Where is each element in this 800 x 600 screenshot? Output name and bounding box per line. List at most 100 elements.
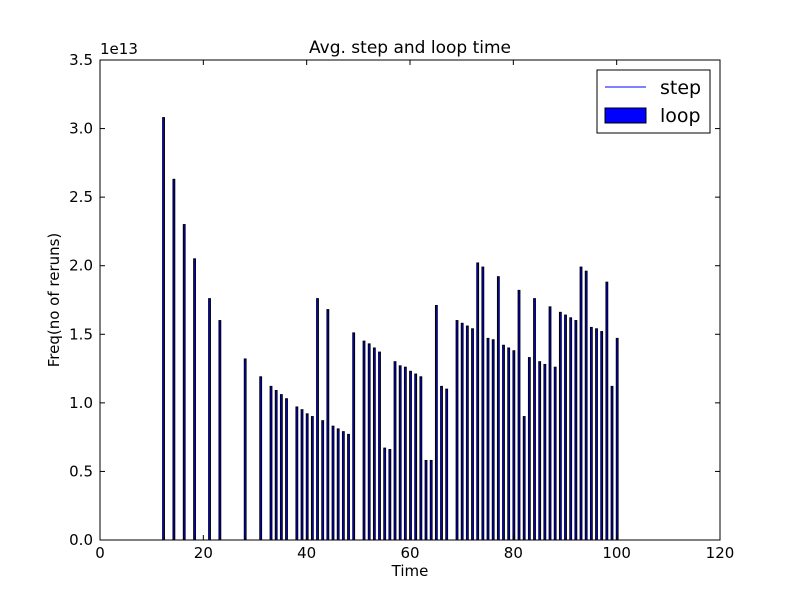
bar-loop-12 xyxy=(295,406,299,541)
bar-loop-8 xyxy=(269,385,273,541)
bar-loop-5 xyxy=(218,320,222,541)
bar-loop-36 xyxy=(424,459,428,541)
bar-loop-57 xyxy=(538,361,542,541)
bar-loop-72 xyxy=(615,337,619,541)
x-axis-label: Time xyxy=(391,562,429,580)
bar-loop-14 xyxy=(305,413,309,541)
bar-loop-42 xyxy=(460,322,464,541)
bar-loop-66 xyxy=(584,270,588,541)
x-tick-label-1: 20 xyxy=(194,544,213,562)
bar-loop-35 xyxy=(419,376,423,541)
bar-loop-61 xyxy=(558,311,562,541)
bar-loop-0 xyxy=(162,117,165,541)
bar-loop-20 xyxy=(336,428,340,541)
y-tick-label-5: 2.5 xyxy=(69,188,93,206)
bar-loop-60 xyxy=(553,366,557,541)
bar-loop-18 xyxy=(326,309,330,541)
bar-loop-62 xyxy=(564,314,567,541)
bar-loop-39 xyxy=(440,385,443,541)
y-tick-label-3: 1.5 xyxy=(69,325,93,343)
bar-loop-16 xyxy=(316,298,319,541)
y-tick-label-6: 3.0 xyxy=(69,120,93,138)
bar-loop-1 xyxy=(172,178,176,541)
bar-loop-63 xyxy=(569,317,573,541)
bar-loop-43 xyxy=(465,325,469,541)
bar-loop-30 xyxy=(393,361,397,541)
bar-loop-17 xyxy=(321,420,325,541)
bar-loop-23 xyxy=(352,332,356,541)
bar-loop-71 xyxy=(610,385,614,541)
bar-loop-31 xyxy=(398,365,402,541)
y-tick-label-4: 2.0 xyxy=(69,257,93,275)
bar-loop-11 xyxy=(285,398,288,541)
x-tick-label-3: 60 xyxy=(400,544,419,562)
bar-loop-44 xyxy=(471,328,474,541)
y-axis-label: Freq(no of reruns) xyxy=(45,233,63,368)
bar-loop-67 xyxy=(589,326,593,541)
bar-loop-53 xyxy=(517,289,521,541)
series-layer xyxy=(105,117,619,541)
bar-loop-28 xyxy=(383,447,387,541)
y-tick-label-2: 1.0 xyxy=(69,394,93,412)
x-tick-label-6: 120 xyxy=(706,544,735,562)
bar-loop-45 xyxy=(476,262,480,541)
bar-loop-22 xyxy=(347,433,350,541)
x-tick-label-4: 80 xyxy=(504,544,523,562)
bar-loop-56 xyxy=(533,298,536,541)
bar-loop-37 xyxy=(429,459,433,541)
y-tick-label-0: 0.0 xyxy=(69,531,93,549)
legend-step-label: step xyxy=(660,77,701,99)
tick-layer: 0 20 40 60 80 100 120 0.0 0.5 1.0 1.5 2.0 2.5 3.0 3.5 xyxy=(69,51,734,562)
bar-loop-59 xyxy=(548,306,552,541)
bar-loop-19 xyxy=(331,425,335,541)
bar-loop-55 xyxy=(527,357,531,541)
y-tick-label-1: 0.5 xyxy=(69,462,93,480)
bar-loop-40 xyxy=(445,388,449,541)
bar-loop-41 xyxy=(455,320,459,541)
bar-loop-49 xyxy=(496,276,500,541)
bar-loop-50 xyxy=(502,344,505,541)
bar-loop-38 xyxy=(434,304,438,541)
x-tick-label-5: 100 xyxy=(602,544,631,562)
bar-loop-33 xyxy=(409,370,412,541)
bar-loop-25 xyxy=(367,343,371,541)
bar-loop-9 xyxy=(274,390,278,541)
bar-loop-58 xyxy=(543,363,547,541)
bar-loop-15 xyxy=(310,416,314,541)
bar-loop-10 xyxy=(279,394,283,541)
bar-loop-32 xyxy=(403,366,407,541)
x-tick-label-2: 40 xyxy=(297,544,316,562)
bar-loop-2 xyxy=(182,224,186,541)
chart-title: Avg. step and loop time xyxy=(309,38,511,58)
x-tick-label-0: 0 xyxy=(95,544,105,562)
bar-loop-3 xyxy=(193,258,196,541)
legend-loop-swatch xyxy=(604,107,647,124)
bar-loop-64 xyxy=(574,320,578,541)
bar-loop-68 xyxy=(595,328,598,541)
bar-loop-29 xyxy=(388,448,392,541)
bar-loop-7 xyxy=(259,376,263,541)
bar-loop-26 xyxy=(372,347,376,541)
bar-loop-34 xyxy=(414,373,418,541)
bar-loop-51 xyxy=(507,347,511,541)
legend: step loop xyxy=(596,69,711,134)
bar-loop-54 xyxy=(522,416,526,541)
bar-loop-13 xyxy=(300,409,304,541)
y-tick-label-7: 3.5 xyxy=(69,51,93,69)
bar-loop-48 xyxy=(491,339,495,541)
y-offset-label: 1e13 xyxy=(100,40,138,58)
bar-loop-27 xyxy=(378,351,381,541)
bar-loop-46 xyxy=(481,266,485,541)
bar-loop-21 xyxy=(341,431,345,541)
bar-loop-6 xyxy=(243,358,247,541)
bar-loop-69 xyxy=(600,331,604,541)
bar-loop-70 xyxy=(605,281,609,541)
bar-loop-47 xyxy=(486,337,490,541)
bar-loop-4 xyxy=(208,298,211,541)
bar-loop-52 xyxy=(512,350,516,541)
bar-loop-65 xyxy=(579,266,583,541)
bar-loop-24 xyxy=(362,340,366,541)
legend-loop-label: loop xyxy=(660,105,701,127)
